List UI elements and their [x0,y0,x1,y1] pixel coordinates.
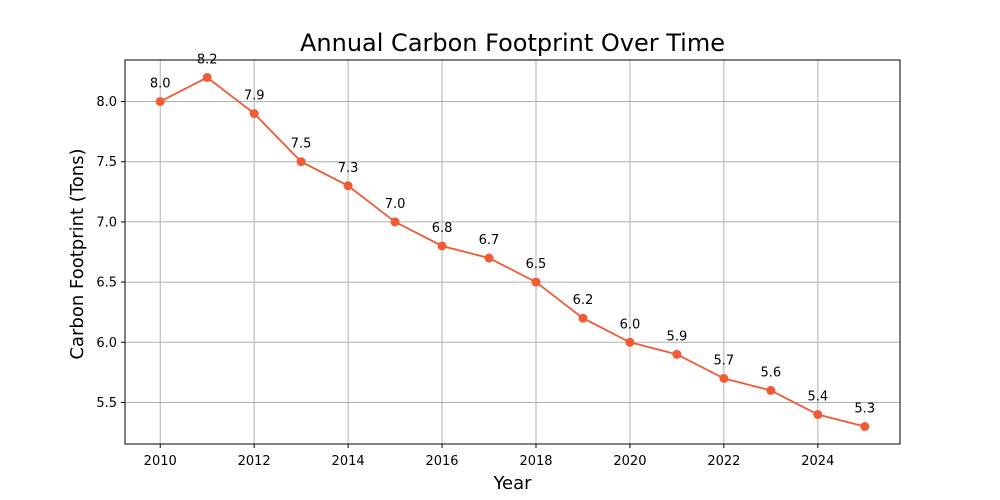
data-label: 8.0 [150,77,171,92]
x-tick-label: 2018 [519,454,552,469]
x-tick-label: 2016 [425,454,458,469]
data-point [578,313,588,323]
y-tick-label: 6.0 [96,336,117,351]
x-tick-label: 2012 [238,454,271,469]
series [155,72,870,432]
data-point [484,253,494,263]
data-point [437,241,447,251]
data-label: 5.3 [854,402,875,417]
x-tick-label: 2022 [707,454,740,469]
data-labels: 8.0 8.2 7.9 7.5 7.3 7.0 6.8 6.7 6.5 6.2 6.0 5.9 5.7 5… [150,52,875,416]
x-tick-label: 2010 [144,454,177,469]
data-label: 7.0 [385,197,406,212]
x-axis-label: Year [492,473,532,494]
data-point [202,72,212,82]
data-label: 7.5 [291,137,312,152]
x-tick-label: 2020 [613,454,646,469]
chart-title: Annual Carbon Footprint Over Time [300,29,725,57]
axes: 2010 2012 2014 2016 2018 2020 2022 2024 5.5 6.0 6.… [96,59,901,469]
data-point [813,410,823,420]
x-tick-label: 2014 [332,454,365,469]
series-line [159,76,865,428]
data-label: 5.9 [667,329,688,344]
y-tick-label: 7.0 [96,215,117,230]
data-label: 6.8 [432,221,453,236]
data-point [766,385,776,395]
data-label: 6.2 [573,293,594,308]
data-label: 5.7 [714,353,735,368]
data-point [625,337,635,347]
y-tick-label: 8.0 [96,95,117,110]
plot-frame [124,59,901,445]
data-label: 8.2 [197,52,218,67]
data-label: 6.7 [479,233,500,248]
data-point [672,349,682,359]
data-label: 5.4 [807,390,828,405]
grid [125,60,900,444]
y-tick-label: 7.5 [96,155,117,170]
data-point [249,109,259,119]
y-tick-label: 5.5 [96,396,117,411]
data-point [860,422,870,432]
data-point [296,157,306,167]
x-tick-label: 2024 [801,454,834,469]
data-label: 7.9 [244,89,265,104]
data-point [531,277,541,287]
y-axis-label: Carbon Footprint (Tons) [67,148,88,359]
data-point [390,217,400,227]
data-point [719,373,729,383]
data-label: 6.5 [526,257,547,272]
y-tick-label: 6.5 [96,276,117,291]
data-label: 7.3 [338,161,359,176]
data-label: 5.6 [760,365,781,380]
data-point [155,97,165,107]
data-point [343,181,353,191]
data-label: 6.0 [620,317,641,332]
